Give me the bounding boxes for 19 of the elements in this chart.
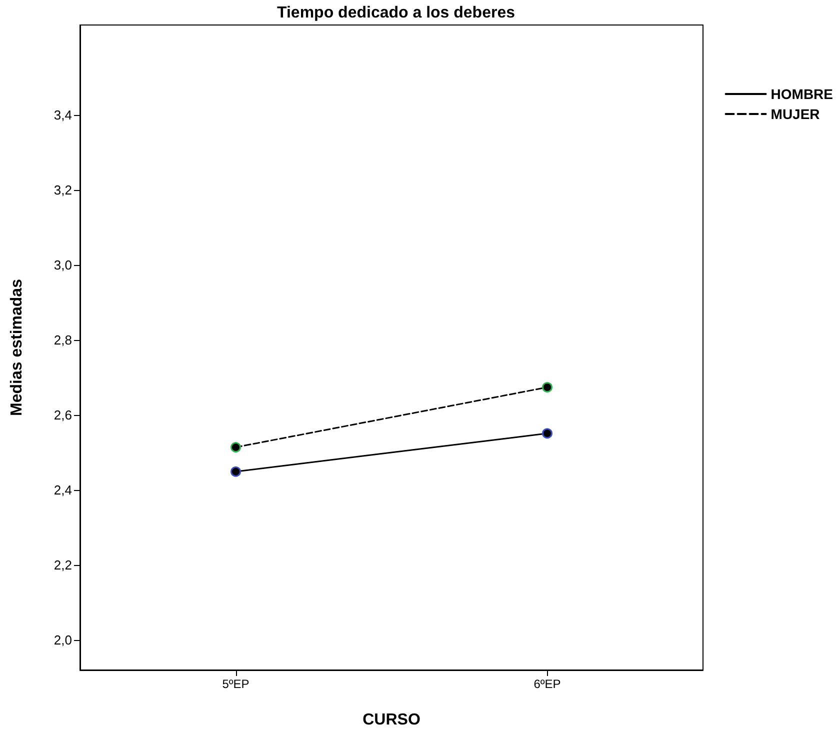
point: [230, 442, 241, 452]
y-tick-label: 2,2: [54, 558, 72, 572]
legend-label: MUJER: [770, 106, 820, 122]
y-tick-label: 3,4: [54, 108, 72, 122]
point: [542, 382, 552, 392]
chart-title: Tiempo dedicado a los deberes: [277, 4, 516, 22]
y-tick-label: 2,0: [54, 632, 72, 648]
y-tick-label: 2,4: [54, 482, 72, 498]
y-tick-label: 3,0: [54, 258, 72, 272]
x-tick-label: 5ºEP: [222, 677, 250, 691]
point: [230, 466, 241, 477]
legend-label: HOMBRE: [770, 86, 834, 102]
point: [542, 428, 552, 439]
y-tick-label: 2,6: [54, 408, 72, 422]
x-tick-label: 6ºEP: [534, 677, 561, 691]
y-tick-label: 3,2: [54, 182, 72, 198]
y-tick-label: 2,8: [54, 332, 72, 348]
y-axis-title: Medias estimadas: [8, 278, 26, 416]
x-axis-title: CURSO: [362, 712, 420, 728]
